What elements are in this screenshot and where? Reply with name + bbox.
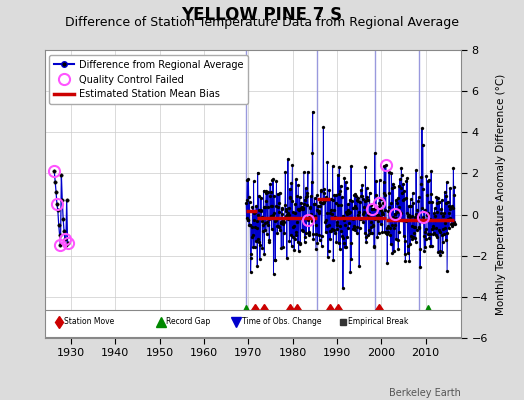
- Text: Station Move: Station Move: [64, 317, 115, 326]
- Text: Difference of Station Temperature Data from Regional Average: Difference of Station Temperature Data f…: [65, 16, 459, 29]
- Y-axis label: Monthly Temperature Anomaly Difference (°C): Monthly Temperature Anomaly Difference (…: [496, 73, 506, 315]
- Text: Empirical Break: Empirical Break: [348, 317, 409, 326]
- Text: Record Gap: Record Gap: [167, 317, 211, 326]
- Text: YELLOW PINE 7 S: YELLOW PINE 7 S: [181, 6, 343, 24]
- Text: Time of Obs. Change: Time of Obs. Change: [242, 317, 321, 326]
- Legend: Difference from Regional Average, Quality Control Failed, Estimated Station Mean: Difference from Regional Average, Qualit…: [49, 55, 248, 104]
- Text: Berkeley Earth: Berkeley Earth: [389, 388, 461, 398]
- Bar: [45, 310, 461, 337]
